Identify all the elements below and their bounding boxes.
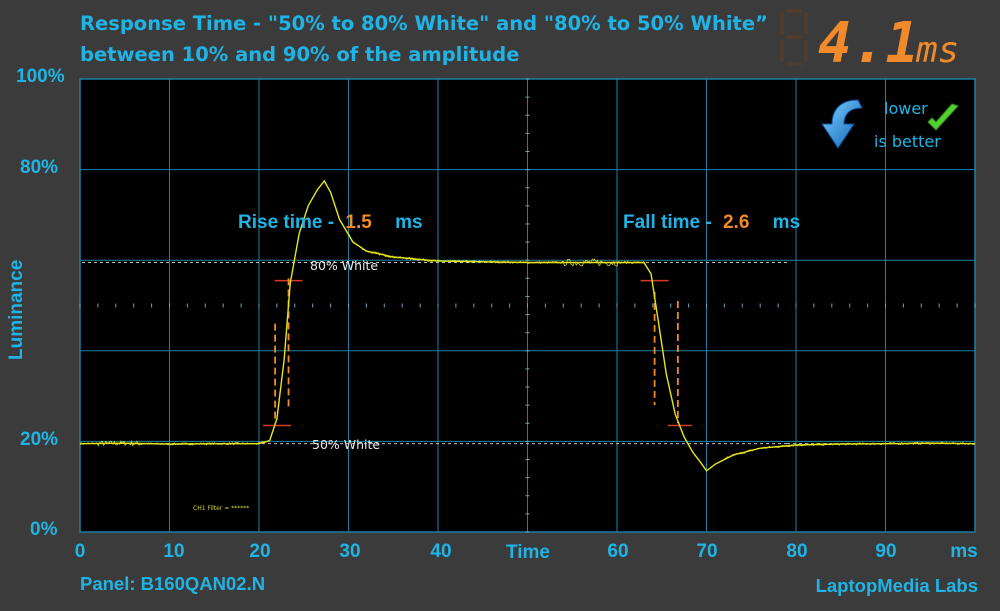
y-tick-100: 100% xyxy=(16,66,65,87)
grid-lines xyxy=(79,78,976,533)
series-noise xyxy=(79,233,975,460)
seven-segment-display: 4.1 ms xyxy=(780,9,959,70)
x-tick-10: 10 xyxy=(163,541,185,562)
fall-time-value: 2.6 xyxy=(722,212,750,233)
transition-markers xyxy=(263,278,692,427)
x-unit-label: ms xyxy=(950,541,978,562)
badge-line2: is better xyxy=(874,132,941,151)
y-tick-80: 80% xyxy=(20,157,59,178)
x-axis-label: Time xyxy=(505,542,551,563)
fall-time-annotation: Fall time - 2.6 ms xyxy=(623,212,800,234)
y-tick-0: 0% xyxy=(30,519,58,540)
lower-is-better-badge: lower is better xyxy=(818,96,959,158)
down-arrow-checkmark-icon xyxy=(821,99,863,149)
rise-time-value: 1.5 xyxy=(345,212,372,233)
chart-title-line1: Response Time - "50% to 80% White" and "… xyxy=(80,12,768,35)
x-tick-80: 80 xyxy=(786,541,808,562)
x-tick-60: 60 xyxy=(607,541,629,562)
checkmark-icon xyxy=(927,103,959,131)
fall-time-unit: ms xyxy=(772,212,801,233)
display-unit: ms xyxy=(915,30,959,70)
unlit-segments-icon xyxy=(780,9,808,66)
rise-time-label: Rise time - xyxy=(238,212,335,233)
y-axis-label: Luminance xyxy=(6,259,27,360)
x-tick-0: 0 xyxy=(74,541,86,562)
x-tick-70: 70 xyxy=(696,541,718,562)
brand-label: LaptopMedia Labs xyxy=(815,575,978,596)
ref-label-low: 50% White xyxy=(312,437,381,452)
x-tick-40: 40 xyxy=(430,541,452,562)
rise-time-unit: ms xyxy=(395,212,423,233)
x-tick-30: 30 xyxy=(339,541,361,562)
display-value: 4.1 xyxy=(818,11,919,70)
chart-title: Response Time - "50% to 80% White" and "… xyxy=(80,8,768,70)
badge-line1: lower xyxy=(884,99,928,118)
scope-filter-note: CH1 Filter = ****** xyxy=(193,505,250,512)
x-tick-90: 90 xyxy=(875,541,897,562)
panel-label: Panel: B160QAN02.N xyxy=(80,573,266,594)
chart-title-line2: between 10% and 90% of the amplitude xyxy=(80,43,520,66)
fall-time-label: Fall time - xyxy=(623,212,712,233)
y-tick-20: 20% xyxy=(20,429,59,450)
x-tick-20: 20 xyxy=(249,541,271,562)
rise-time-annotation: Rise time - 1.5 ms xyxy=(238,212,423,234)
ref-label-high: 80% White xyxy=(310,258,379,273)
